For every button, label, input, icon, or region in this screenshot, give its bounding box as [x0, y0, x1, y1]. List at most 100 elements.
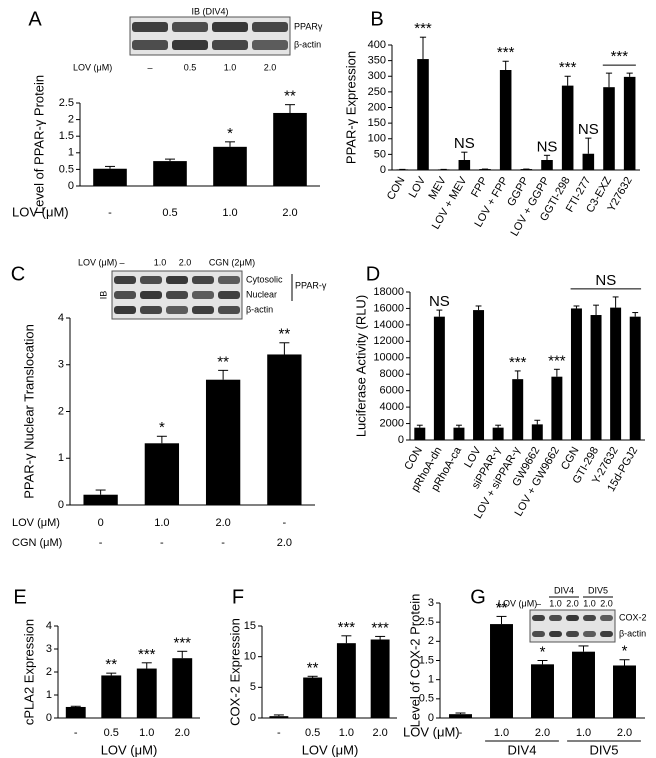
band [549, 631, 562, 637]
band [166, 291, 188, 299]
y-tick-label: 4 [46, 620, 52, 632]
band [583, 631, 596, 637]
significance: *** [338, 619, 356, 636]
band [218, 291, 240, 299]
blot-lane: 1.0 [154, 257, 167, 267]
y-tick-label: 1 [428, 674, 434, 686]
x-axis-label: LOV (μM) [302, 742, 359, 757]
y-axis-label: PPAR-γ Nuclear Translocation [21, 324, 36, 499]
y-tick-label: 0 [398, 434, 404, 446]
x-axis-label: LOV (μM) [101, 742, 158, 757]
y-axis-label: Level of COX-2 Protein [407, 594, 422, 728]
band [600, 631, 613, 637]
x-tick-label: FPP [469, 175, 490, 200]
significance: ** [279, 326, 291, 343]
bar [417, 59, 429, 170]
y-tick-label: 1.5 [419, 654, 434, 666]
band [549, 615, 562, 621]
y-axis-label: PPAR-γ Expression [343, 51, 358, 164]
blot-lane: – [119, 257, 124, 267]
band [172, 40, 208, 50]
x-tick-label: 0.5 [305, 727, 320, 739]
band [566, 631, 579, 637]
y-tick-label: 0 [380, 164, 386, 176]
y-tick-label: 18000 [373, 286, 404, 298]
bar [144, 443, 180, 505]
panel-letter: D [366, 263, 380, 285]
panel-letter: G [470, 586, 486, 608]
bar [531, 664, 554, 718]
x-tick-label: 2.0 [175, 727, 190, 739]
y-tick-label: 0 [68, 180, 74, 192]
y-tick-label: 14000 [373, 319, 404, 331]
x-row-label: CGN (μM) [12, 537, 62, 549]
blot-lane: – [147, 62, 152, 72]
panel-letter: B [370, 8, 383, 30]
blot-group: DIV4 [554, 585, 574, 595]
blot-lane: 1.0 [224, 62, 237, 72]
x-tick-label: 1.0 [154, 517, 169, 529]
y-tick-label: 1.5 [59, 130, 74, 142]
y-axis-label: cPLA2 Expression [21, 619, 36, 725]
significance: ** [307, 659, 319, 676]
band [140, 276, 162, 284]
bar [414, 427, 426, 440]
blot-lane: 1.0 [583, 598, 596, 608]
y-tick-label: 150 [368, 117, 386, 129]
bar [629, 316, 641, 440]
y-tick-label: 3 [46, 643, 52, 655]
band [212, 22, 248, 32]
x-tick-label: - [459, 727, 463, 739]
y-tick-label: 3 [58, 359, 64, 371]
y-tick-label: 0 [46, 712, 52, 724]
blot [529, 609, 616, 643]
y-tick-label: 2 [46, 666, 52, 678]
bar [561, 85, 574, 170]
bar [205, 379, 241, 505]
significance: *** [509, 354, 527, 371]
blot-lane: CGN (2μM) [209, 257, 255, 267]
y-tick-label: 5 [250, 681, 256, 693]
x-tick-label: 2.0 [277, 537, 292, 549]
panel-letter: A [28, 8, 42, 30]
x-row-label: LOV (μM) [12, 517, 60, 529]
bar [499, 70, 512, 170]
band [114, 291, 136, 299]
blot-row-label: COX-2 [619, 612, 647, 622]
bar [65, 706, 86, 718]
bracket-label: *** [611, 48, 629, 65]
y-axis-label: Level of PPAR-γ Protein [31, 75, 46, 214]
band [566, 615, 579, 621]
x-tick-label: 1.0 [139, 727, 154, 739]
bar [541, 160, 553, 170]
significance: *** [173, 634, 191, 651]
blot-lanes-label: LOV (μM) [498, 598, 537, 608]
x-tick-label: - [74, 727, 78, 739]
blot-row-label: Nuclear [246, 289, 277, 299]
bar [136, 668, 157, 718]
significance: NS [429, 293, 450, 310]
blot-lanes-label: LOV (μM) [73, 62, 112, 72]
y-tick-label: 12000 [373, 335, 404, 347]
band [166, 276, 188, 284]
y-tick-label: 0 [58, 499, 64, 511]
significance: ** [105, 656, 117, 673]
significance: NS [537, 138, 558, 155]
blot-lane: 2.0 [566, 598, 579, 608]
y-axis-label: COX-2 Expression [227, 618, 242, 726]
significance: ** [217, 353, 229, 370]
bar [273, 112, 307, 186]
y-tick-label: 4000 [380, 401, 404, 413]
bar [512, 379, 524, 440]
y-tick-label: 3 [428, 597, 434, 609]
y-tick-label: 100 [368, 133, 386, 145]
bar [449, 714, 472, 718]
y-tick-label: 0.5 [419, 693, 434, 705]
significance: NS [578, 121, 599, 138]
y-tick-label: 10 [244, 651, 256, 663]
bar [153, 161, 187, 186]
x-tick-label: - [99, 537, 103, 549]
panel-letter: F [232, 586, 244, 608]
band [114, 276, 136, 284]
x-axis-label: LOV (μM) [403, 724, 460, 739]
